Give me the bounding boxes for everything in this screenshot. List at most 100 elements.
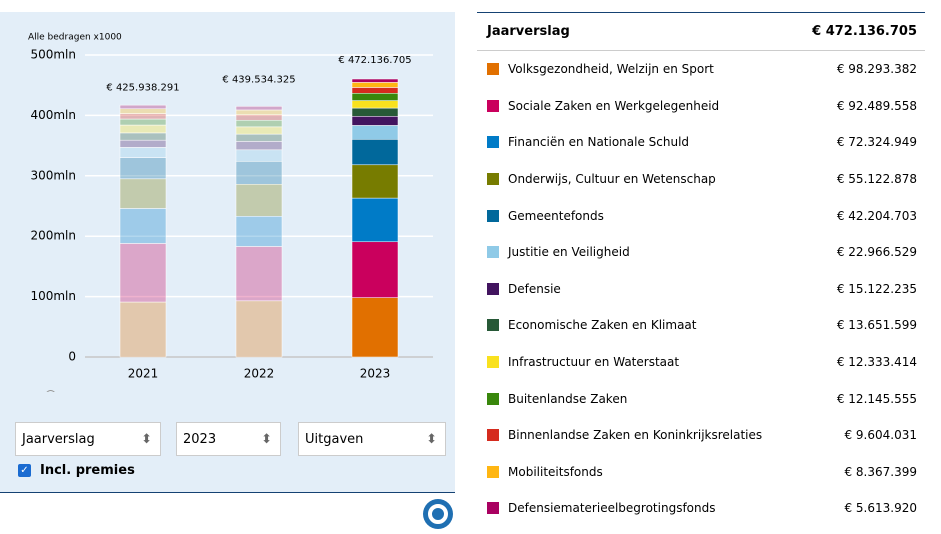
legend-label: Economische Zaken en Klimaat	[508, 318, 697, 333]
bar-segment	[119, 243, 167, 303]
legend-swatch	[487, 429, 499, 442]
report-select[interactable]: Jaarverslag	[15, 422, 161, 457]
legend-swatch	[487, 173, 499, 186]
legend-swatch	[487, 63, 499, 76]
bar-segment	[119, 113, 167, 120]
x-tick-label: 2021	[128, 367, 159, 381]
table-title: Jaarverslag	[487, 24, 570, 39]
bar-segment	[119, 208, 167, 244]
bar-segment	[235, 161, 283, 185]
legend-label: Mobiliteitsfonds	[508, 464, 603, 479]
bar-segment	[235, 109, 283, 116]
bar-segment	[235, 133, 283, 142]
legend-label: Buitenlandse Zaken	[508, 391, 628, 406]
y-tick-label: 200mln	[30, 229, 76, 243]
legend-swatch	[487, 209, 499, 222]
bar-segment	[351, 93, 399, 101]
total-label: € 439.534.325	[222, 75, 295, 86]
legend-amount: € 8.367.399	[844, 464, 917, 479]
bar-segment	[235, 216, 283, 247]
x-tick-label: 2022	[244, 367, 275, 381]
legend-swatch	[487, 319, 499, 332]
legend-amount: € 98.293.382	[836, 62, 917, 77]
legend-label: Defensiematerieelbegrotingsfonds	[508, 501, 716, 516]
zoom-icon[interactable]	[29, 390, 65, 401]
legend-row: Defensie € 15.122.235	[477, 271, 925, 308]
kind-select[interactable]: Uitgaven	[298, 422, 446, 457]
bar-segment	[235, 149, 283, 162]
legend-amount: € 15.122.235	[836, 281, 917, 296]
legend-row: Buitenlandse Zaken € 12.145.555	[477, 380, 925, 417]
x-tick-label: 2023	[360, 367, 391, 381]
bar-segment	[119, 104, 167, 110]
legend-row: Economische Zaken en Klimaat € 13.651.599	[477, 307, 925, 344]
bar-segment	[351, 164, 399, 199]
bar-segment	[235, 126, 283, 135]
bar-segment	[119, 178, 167, 209]
legend-row: Financiën en Nationale Schuld € 72.324.94…	[477, 124, 925, 161]
legend-swatch	[487, 282, 499, 295]
checkbox-row[interactable]: ✓ Incl. premies	[18, 463, 135, 478]
y-tick-label: 100mln	[30, 289, 76, 303]
legend-row: Onderwijs, Cultuur en Wetenschap € 55.122…	[477, 161, 925, 198]
legend-label: Sociale Zaken en Werkgelegenheid	[508, 98, 720, 113]
bar-segment	[351, 297, 399, 358]
legend-row: Volksgezondheid, Welzijn en Sport € 98.29…	[477, 51, 925, 88]
legend-row: Binnenlandse Zaken en Koninkrijksrelatie…	[477, 417, 925, 454]
legend-label: Onderwijs, Cultuur en Wetenschap	[508, 172, 716, 187]
year-select[interactable]: 2023	[176, 422, 281, 457]
legend-row: Infrastructuur en Waterstaat € 12.333.414	[477, 344, 925, 381]
y-tick-label: 300mln	[30, 168, 76, 182]
legend-swatch	[487, 356, 499, 369]
bar-segment	[119, 108, 167, 114]
checkbox[interactable]: ✓	[18, 464, 31, 477]
legend-swatch	[487, 502, 499, 515]
chart: Alle bedragen x1000 0 100mln 200mln 300mln 4…	[28, 33, 433, 401]
bar-segment	[351, 197, 399, 243]
legend-label: Volksgezondheid, Welzijn en Sport	[508, 62, 714, 77]
legend-label: Defensie	[508, 281, 561, 296]
legend-label: Financiën en Nationale Schuld	[508, 135, 690, 150]
bar-segment	[235, 119, 283, 128]
legend-row: Justitie en Veiligheid € 22.966.529	[477, 234, 925, 271]
total-label: € 472.136.705	[338, 55, 411, 66]
legend-label: Justitie en Veiligheid	[508, 245, 630, 260]
bar-segment	[351, 241, 399, 298]
legend-swatch	[487, 465, 499, 478]
total-label: € 425.938.291	[106, 83, 179, 94]
legend-swatch	[487, 136, 499, 149]
bar-segment	[119, 132, 167, 141]
bar-segment	[235, 106, 283, 111]
help-button[interactable]	[422, 498, 454, 530]
bar-segment	[235, 300, 283, 358]
y-tick-label: 0	[68, 350, 76, 364]
y-tick-label: 400mln	[30, 108, 76, 122]
bar-segment	[235, 184, 283, 217]
table-total: € 472.136.705	[812, 24, 917, 39]
legend-label: Gemeentefonds	[508, 208, 604, 223]
legend-row: Mobiliteitsfonds € 8.367.399	[477, 454, 925, 491]
legend-amount: € 5.613.920	[844, 501, 917, 516]
y-axis-label: Alle bedragen x1000	[28, 33, 122, 43]
legend-label: Infrastructuur en Waterstaat	[508, 355, 680, 370]
bar-segment	[351, 87, 399, 94]
bar-segment	[351, 100, 399, 109]
legend-swatch	[487, 246, 499, 259]
legend-amount: € 72.324.949	[836, 135, 917, 150]
legend-swatch	[487, 99, 499, 112]
legend-amount: € 9.604.031	[844, 428, 917, 443]
bar-segment	[351, 139, 399, 166]
legend-row: Gemeentefonds € 42.204.703	[477, 197, 925, 234]
bar-segment	[119, 147, 167, 158]
legend-amount: € 12.333.414	[836, 355, 917, 370]
bar-segment	[235, 141, 283, 151]
bar-segment	[351, 78, 399, 83]
bar-segment	[351, 107, 399, 117]
legend-amount: € 55.122.878	[836, 172, 917, 187]
legend-amount: € 12.145.555	[836, 391, 917, 406]
bar-segment	[119, 118, 167, 126]
legend-swatch	[487, 392, 499, 405]
bar-segment	[119, 157, 167, 180]
bar-segment	[351, 82, 399, 88]
